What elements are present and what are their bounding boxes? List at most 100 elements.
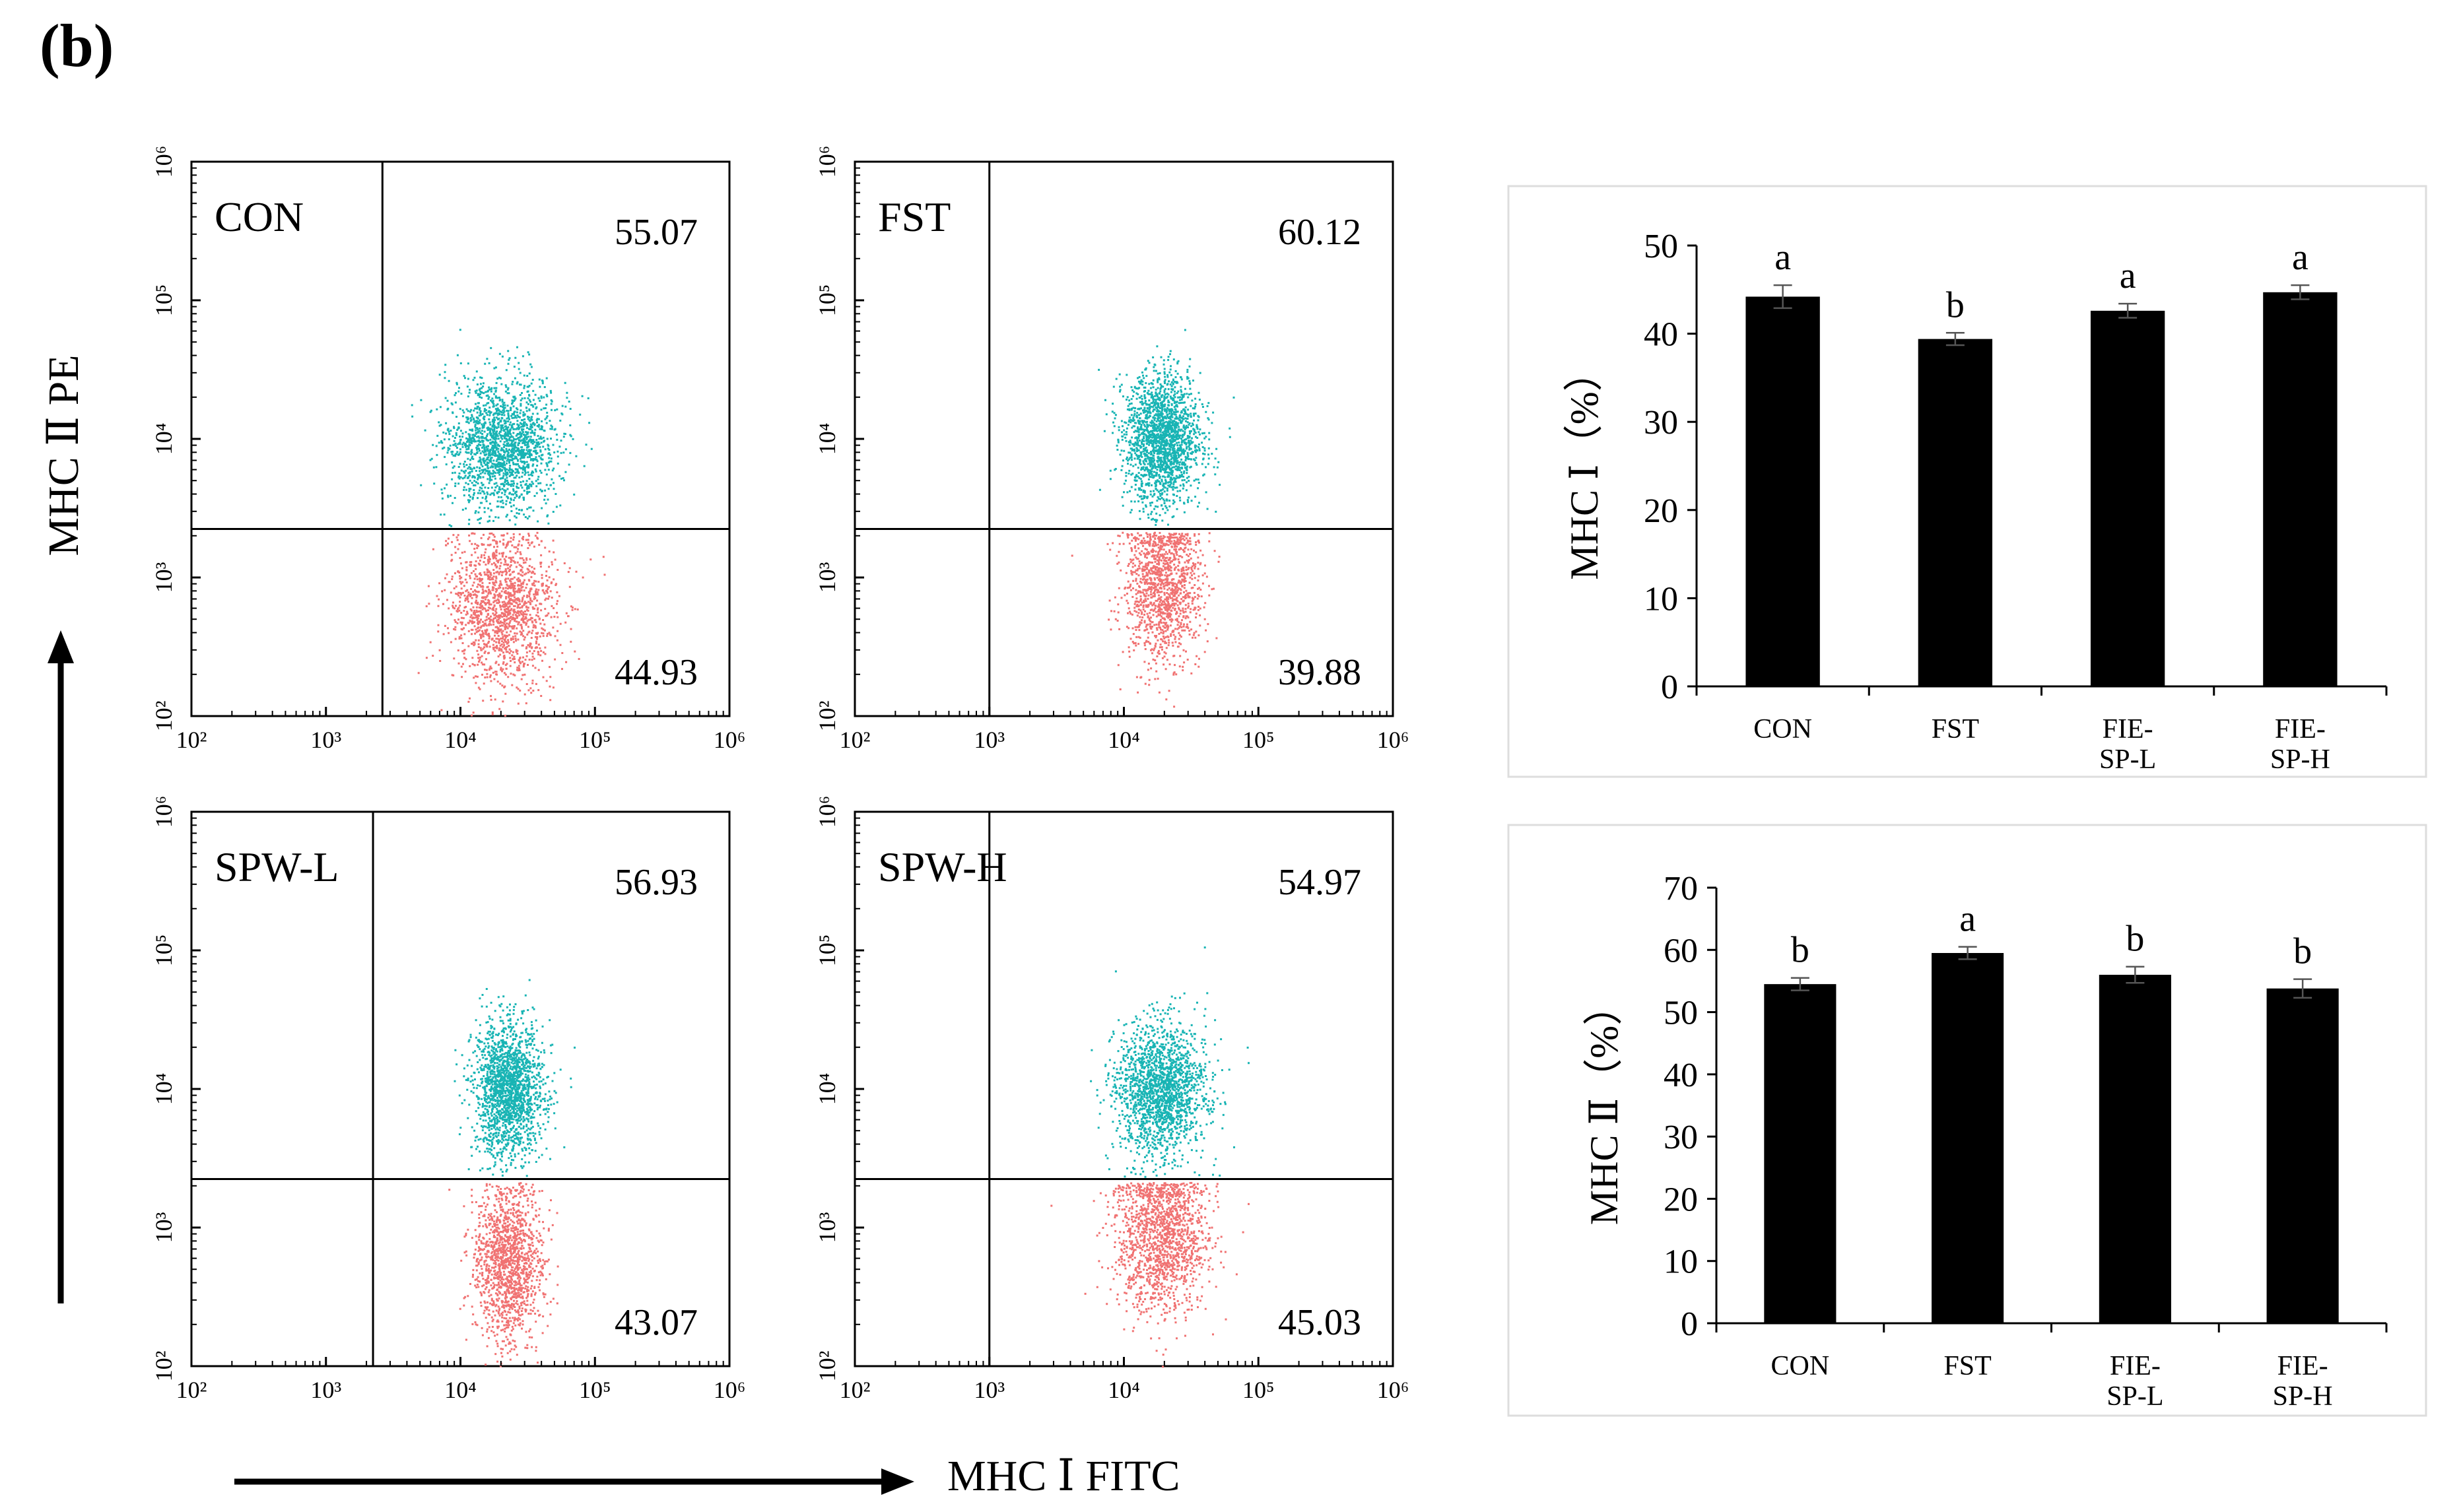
upper-event-dots: [454, 979, 576, 1177]
bar: [2090, 310, 2165, 686]
x-tick-label: 10⁴: [1108, 1377, 1140, 1403]
y-tick-label: 20: [1644, 492, 1678, 530]
y-tick-label: 10⁵: [814, 935, 840, 967]
category-label: CON: [1771, 1351, 1830, 1381]
lower-quadrant-percent: 43.07: [615, 1302, 698, 1343]
y-tick-label: 20: [1664, 1181, 1698, 1218]
y-tick-label: 70: [1664, 870, 1698, 907]
chart-box: [1507, 824, 2427, 1417]
y-axis-label: MHC Ⅰ（%）: [1563, 352, 1606, 579]
lower-quadrant-percent: 44.93: [615, 652, 698, 693]
panel-label: (b): [40, 12, 114, 79]
x-tick-label: 10⁵: [579, 1377, 611, 1403]
x-tick-label: 10³: [310, 727, 341, 753]
sample-label: FST: [878, 193, 951, 240]
sample-label: SPW-L: [215, 843, 339, 890]
y-tick-label: 10³: [814, 562, 840, 593]
lower-quadrant-percent: 39.88: [1278, 652, 1361, 693]
category-label: FST: [1932, 714, 1979, 744]
x-tick-label: 10²: [176, 1377, 207, 1403]
y-axis-label: MHC Ⅱ（%）: [1582, 986, 1626, 1225]
category-label: CON: [1753, 714, 1812, 744]
y-tick-label: 0: [1661, 669, 1678, 706]
lower-event-dots: [1050, 1181, 1250, 1368]
y-tick-label: 10⁶: [151, 146, 177, 178]
bar: [1764, 984, 1837, 1323]
x-tick-label: 10³: [974, 727, 1005, 753]
bar: [1918, 339, 1993, 686]
x-tick-label: 10⁵: [1242, 1377, 1275, 1403]
flow-cytometry-section: MHC Ⅱ PE MHC Ⅰ FITC 10²10²10³10³10⁴10⁴10…: [40, 146, 1409, 1500]
y-tick-label: 30: [1664, 1119, 1698, 1156]
x-tick-label: 10⁴: [444, 1377, 477, 1403]
bar: [2099, 975, 2171, 1323]
lower-event-dots: [1071, 531, 1221, 708]
x-tick-label: 10²: [840, 1377, 871, 1403]
category-label: FIE-: [2110, 1351, 2161, 1381]
significance-letter: a: [2120, 255, 2136, 296]
flow-axis-arrows: [48, 630, 914, 1495]
x-axis-arrow-head: [881, 1468, 914, 1495]
category-label: FIE-: [2277, 1351, 2328, 1381]
plot-frame: [854, 160, 1394, 717]
y-tick-label: 10⁴: [814, 423, 840, 455]
y-tick-label: 0: [1681, 1305, 1698, 1343]
category-label: FST: [1943, 1351, 1991, 1381]
significance-letter: b: [1791, 930, 1809, 971]
y-tick-label: 10⁵: [151, 935, 177, 967]
x-tick-label: 10³: [310, 1377, 341, 1403]
y-tick-label: 10⁶: [814, 796, 840, 828]
y-tick-label: 40: [1644, 316, 1678, 354]
category-label: FIE-: [2275, 714, 2326, 744]
y-tick-label: 30: [1644, 404, 1678, 442]
y-tick-label: 10⁴: [151, 423, 177, 455]
y-tick-label: 10: [1664, 1243, 1698, 1281]
y-tick-label: 10²: [151, 1351, 177, 1382]
event-cloud: [1071, 329, 1235, 708]
x-tick-label: 10⁶: [714, 727, 746, 753]
x-tick-label: 10⁵: [1242, 727, 1275, 753]
x-tick-label: 10²: [840, 727, 871, 753]
significance-letter: b: [1946, 284, 1965, 325]
y-tick-label: 10⁴: [814, 1073, 840, 1105]
y-tick-label: 50: [1664, 995, 1698, 1032]
x-tick-label: 10⁶: [714, 1377, 746, 1403]
x-tick-label: 10²: [176, 727, 207, 753]
y-tick-label: 60: [1664, 932, 1698, 970]
significance-letter: b: [2293, 931, 2312, 972]
significance-letter: b: [2126, 919, 2144, 960]
upper-quadrant-percent: 60.12: [1278, 212, 1361, 253]
lower-event-dots: [448, 1182, 559, 1367]
y-tick-label: 10²: [814, 1351, 840, 1382]
y-tick-label: 50: [1644, 228, 1678, 265]
bar: [2266, 988, 2339, 1323]
y-axis-arrow-head: [48, 630, 74, 663]
flow-x-axis-label: MHC Ⅰ FITC: [947, 1452, 1180, 1500]
x-tick-label: 10⁴: [1108, 727, 1140, 753]
bar: [1932, 953, 2004, 1323]
upper-event-dots: [1098, 329, 1235, 526]
upper-event-dots: [1090, 946, 1250, 1178]
upper-event-dots: [411, 329, 593, 527]
x-tick-label: 10⁶: [1377, 1377, 1409, 1403]
y-tick-label: 10²: [814, 701, 840, 732]
event-cloud: [448, 979, 576, 1367]
upper-quadrant-percent: 56.93: [615, 862, 698, 903]
y-tick-label: 10²: [151, 701, 177, 732]
significance-letter: a: [1774, 237, 1791, 278]
y-tick-label: 40: [1664, 1057, 1698, 1094]
y-tick-label: 10⁴: [151, 1073, 177, 1105]
x-tick-label: 10⁶: [1377, 727, 1409, 753]
category-label: FIE-: [2103, 714, 2153, 744]
x-tick-label: 10⁴: [444, 727, 477, 753]
y-tick-label: 10³: [814, 1212, 840, 1243]
upper-quadrant-percent: 55.07: [615, 212, 698, 253]
